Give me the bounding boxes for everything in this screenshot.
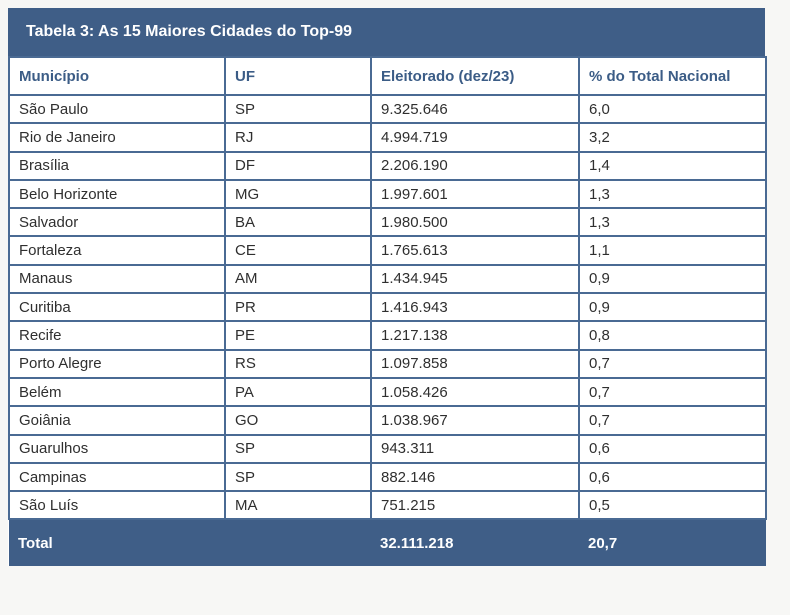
- total-row: Total 32.111.218 20,7: [9, 519, 766, 567]
- total-label: Total: [9, 519, 225, 567]
- cell-pct: 6,0: [578, 93, 767, 125]
- cell-uf: PE: [224, 320, 372, 351]
- cell-eleitorado: 882.146: [370, 461, 580, 493]
- table-title: Tabela 3: As 15 Maiores Cidades do Top-9…: [8, 8, 765, 56]
- table-row: São Luís MA 751.215 0,5: [8, 490, 767, 521]
- table-row: Fortaleza CE 1.765.613 1,1: [8, 235, 767, 266]
- cell-uf: SP: [224, 93, 372, 125]
- cell-pct: 0,6: [578, 461, 767, 493]
- table-row: Salvador BA 1.980.500 1,3: [8, 207, 767, 238]
- cell-pct: 1,3: [578, 207, 767, 238]
- cell-eleitorado: 9.325.646: [370, 93, 580, 125]
- cell-pct: 0,9: [578, 292, 767, 323]
- table-row: Belém PA 1.058.426 0,7: [8, 376, 767, 408]
- cell-municipio: São Luís: [8, 490, 226, 521]
- cell-pct: 0,7: [578, 348, 767, 379]
- cell-eleitorado: 1.058.426: [370, 376, 580, 408]
- table-row: Manaus AM 1.434.945 0,9: [8, 263, 767, 295]
- cell-uf: MG: [224, 178, 372, 210]
- header-eleitorado: Eleitorado (dez/23): [370, 56, 580, 96]
- cell-pct: 0,9: [578, 263, 767, 295]
- cell-municipio: Porto Alegre: [8, 348, 226, 379]
- cell-uf: BA: [224, 207, 372, 238]
- data-table: Município UF Eleitorado (dez/23) % do To…: [8, 56, 767, 567]
- cell-uf: MA: [224, 490, 372, 521]
- cell-eleitorado: 751.215: [370, 490, 580, 521]
- table-row: Porto Alegre RS 1.097.858 0,7: [8, 348, 767, 379]
- header-municipio: Município: [8, 56, 226, 96]
- cell-eleitorado: 1.434.945: [370, 263, 580, 295]
- cell-municipio: Fortaleza: [8, 235, 226, 266]
- total-pct: 20,7: [579, 519, 766, 567]
- cell-municipio: Belo Horizonte: [8, 178, 226, 210]
- cell-pct: 0,6: [578, 433, 767, 464]
- cell-municipio: Belém: [8, 376, 226, 408]
- table-row: Rio de Janeiro RJ 4.994.719 3,2: [8, 122, 767, 153]
- cell-pct: 1,4: [578, 150, 767, 181]
- cell-eleitorado: 1.416.943: [370, 292, 580, 323]
- cell-municipio: Recife: [8, 320, 226, 351]
- table-row: Goiânia GO 1.038.967 0,7: [8, 405, 767, 436]
- cell-municipio: São Paulo: [8, 93, 226, 125]
- cell-pct: 0,5: [578, 490, 767, 521]
- cell-eleitorado: 2.206.190: [370, 150, 580, 181]
- cell-pct: 3,2: [578, 122, 767, 153]
- cell-uf: DF: [224, 150, 372, 181]
- cell-municipio: Goiânia: [8, 405, 226, 436]
- cell-uf: PR: [224, 292, 372, 323]
- cell-municipio: Guarulhos: [8, 433, 226, 464]
- table-row: Curitiba PR 1.416.943 0,9: [8, 292, 767, 323]
- cell-uf: RJ: [224, 122, 372, 153]
- cell-pct: 1,1: [578, 235, 767, 266]
- cell-eleitorado: 1.097.858: [370, 348, 580, 379]
- cell-municipio: Campinas: [8, 461, 226, 493]
- cell-eleitorado: 943.311: [370, 433, 580, 464]
- cell-uf: PA: [224, 376, 372, 408]
- table-row: Campinas SP 882.146 0,6: [8, 461, 767, 493]
- header-uf: UF: [224, 56, 372, 96]
- cell-uf: RS: [224, 348, 372, 379]
- cell-eleitorado: 1.765.613: [370, 235, 580, 266]
- cell-municipio: Salvador: [8, 207, 226, 238]
- cell-municipio: Rio de Janeiro: [8, 122, 226, 153]
- cell-pct: 0,8: [578, 320, 767, 351]
- cell-uf: AM: [224, 263, 372, 295]
- cell-pct: 1,3: [578, 178, 767, 210]
- total-uf: [225, 519, 371, 567]
- cell-municipio: Curitiba: [8, 292, 226, 323]
- cell-pct: 0,7: [578, 405, 767, 436]
- cell-municipio: Brasília: [8, 150, 226, 181]
- table-row: Guarulhos SP 943.311 0,6: [8, 433, 767, 464]
- cell-eleitorado: 1.997.601: [370, 178, 580, 210]
- cell-uf: CE: [224, 235, 372, 266]
- cell-eleitorado: 1.038.967: [370, 405, 580, 436]
- header-pct: % do Total Nacional: [578, 56, 767, 96]
- cell-uf: SP: [224, 433, 372, 464]
- cell-eleitorado: 1.217.138: [370, 320, 580, 351]
- table-row: Belo Horizonte MG 1.997.601 1,3: [8, 178, 767, 210]
- cell-uf: SP: [224, 461, 372, 493]
- table-row: São Paulo SP 9.325.646 6,0: [8, 93, 767, 125]
- table-row: Brasília DF 2.206.190 1,4: [8, 150, 767, 181]
- cell-pct: 0,7: [578, 376, 767, 408]
- cell-eleitorado: 4.994.719: [370, 122, 580, 153]
- table-card: Tabela 3: As 15 Maiores Cidades do Top-9…: [8, 8, 767, 567]
- cell-municipio: Manaus: [8, 263, 226, 295]
- table-row: Recife PE 1.217.138 0,8: [8, 320, 767, 351]
- cell-eleitorado: 1.980.500: [370, 207, 580, 238]
- total-eleitorado: 32.111.218: [371, 519, 579, 567]
- header-row: Município UF Eleitorado (dez/23) % do To…: [8, 56, 767, 96]
- cell-uf: GO: [224, 405, 372, 436]
